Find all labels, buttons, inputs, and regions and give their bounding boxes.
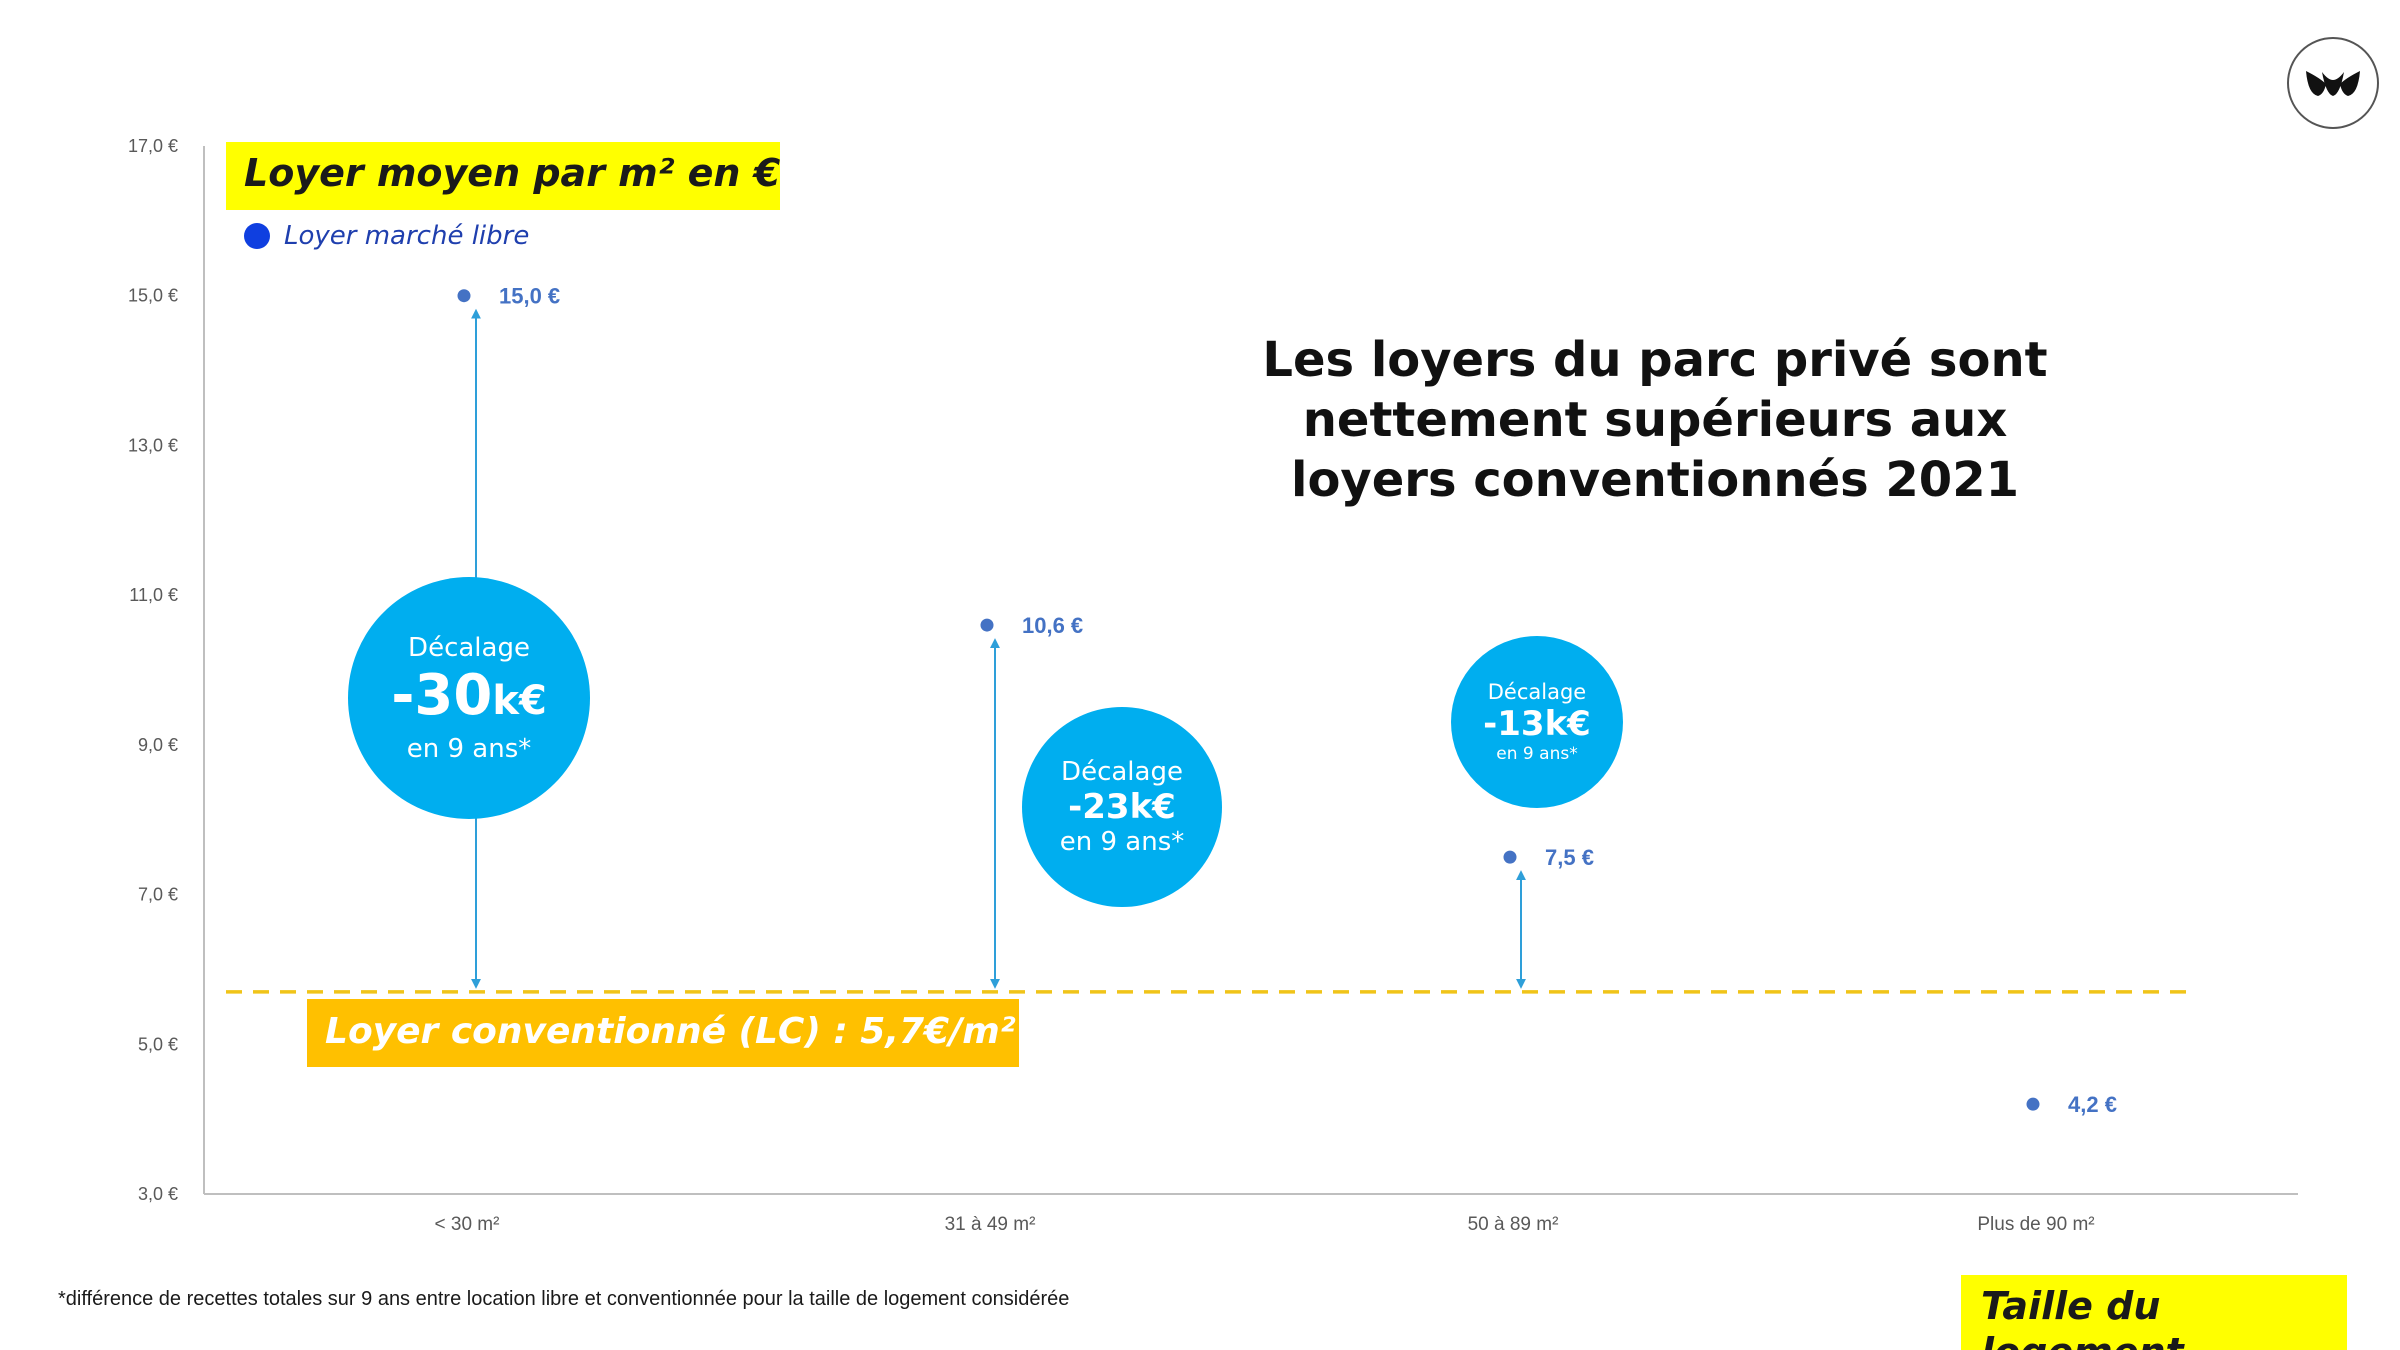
chart-title: Les loyers du parc privé sont nettement … xyxy=(1205,330,2105,510)
gap-bubble-1: Décalage -30k€ en 9 ans* xyxy=(348,577,590,819)
data-point xyxy=(2026,1097,2040,1111)
data-point xyxy=(980,618,994,632)
legend: Loyer marché libre xyxy=(244,220,529,252)
chart-axes: 3,0 € 5,0 € 7,0 € 9,0 € 11,0 € 13,0 € 15,0 € 17… xyxy=(128,136,2298,1235)
y-tick-label: 17,0 € xyxy=(128,136,178,156)
y-axis-title-box: Loyer moyen par m² en € xyxy=(226,142,780,210)
gap-bubble-1-number: -30 xyxy=(391,662,493,728)
gap-bubble-3-sub: en 9 ans* xyxy=(1496,744,1578,764)
gap-bubble-2-value: -23k€ xyxy=(1068,787,1176,827)
y-tick-label: 15,0 € xyxy=(128,286,178,306)
gap-bubble-2: Décalage -23k€ en 9 ans* xyxy=(1022,707,1222,907)
footnote: *différence de recettes totales sur 9 an… xyxy=(58,1288,1070,1310)
legend-label: Loyer marché libre xyxy=(284,221,530,251)
data-label: 7,5 € xyxy=(1545,845,1594,870)
legend-marker xyxy=(244,223,270,249)
y-tick-label: 11,0 € xyxy=(129,585,178,605)
title-line-3: loyers conventionnés 2021 xyxy=(1291,452,2019,508)
gap-bubble-3-value: -13k€ xyxy=(1483,704,1591,744)
x-tick-label: Plus de 90 m² xyxy=(1977,1214,2094,1235)
title-line-1: Les loyers du parc privé sont xyxy=(1262,332,2048,388)
gap-bubble-1-unit: k€ xyxy=(492,677,547,724)
x-axis-title-box: Taille du logement xyxy=(1961,1275,2347,1350)
y-tick-label: 9,0 € xyxy=(138,735,178,755)
gap-bubble-1-sub: en 9 ans* xyxy=(406,733,532,764)
x-tick-label: 31 à 49 m² xyxy=(945,1214,1036,1235)
gap-bubble-1-value: -30k€ xyxy=(391,663,547,734)
lc-reference-label: Loyer conventionné (LC) : 5,7€/m² xyxy=(307,999,1019,1067)
data-point xyxy=(1503,850,1517,864)
x-tick-label: < 30 m² xyxy=(435,1214,500,1235)
y-tick-label: 5,0 € xyxy=(138,1034,178,1054)
gap-bubble-1-label: Décalage xyxy=(408,632,530,663)
x-tick-label: 50 à 89 m² xyxy=(1468,1214,1559,1235)
gap-bubble-2-label: Décalage xyxy=(1061,757,1183,787)
data-points: 15,0 € 10,6 € 7,5 € 4,2 € xyxy=(457,284,2117,1117)
data-label: 10,6 € xyxy=(1022,613,1083,638)
y-tick-label: 3,0 € xyxy=(138,1184,178,1204)
tulip-logo-icon xyxy=(2287,37,2379,129)
title-line-2: nettement supérieurs aux xyxy=(1302,392,2008,448)
data-label: 4,2 € xyxy=(2068,1092,2117,1117)
y-tick-label: 13,0 € xyxy=(128,435,178,455)
data-point xyxy=(457,289,471,303)
data-label: 15,0 € xyxy=(499,284,560,309)
y-tick-label: 7,0 € xyxy=(138,885,178,905)
gap-bubble-3-label: Décalage xyxy=(1487,680,1587,704)
gap-bubble-2-sub: en 9 ans* xyxy=(1059,827,1185,857)
gap-bubble-3: Décalage -13k€ en 9 ans* xyxy=(1451,636,1623,808)
